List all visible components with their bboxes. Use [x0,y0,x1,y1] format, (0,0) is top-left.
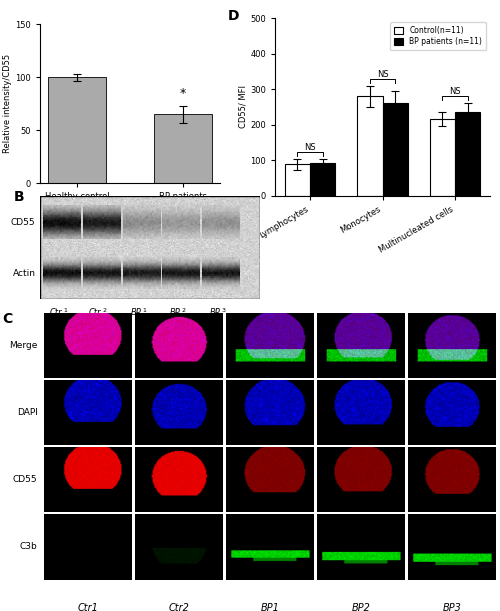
Bar [357,97,382,196]
Text: NS: NS [376,70,388,79]
Text: BP2: BP2 [352,604,370,611]
Text: Ctr: Ctr [50,308,62,316]
Y-axis label: CD55/ MFI: CD55/ MFI [238,86,248,128]
Text: C3b: C3b [20,543,38,551]
Text: *: * [180,87,186,100]
Text: NS: NS [449,87,460,95]
Bar [48,78,106,183]
Text: BP: BP [210,308,220,316]
Text: 1: 1 [142,308,146,313]
Text: 3: 3 [222,308,226,313]
Text: 1: 1 [63,308,67,313]
Text: Ctr1: Ctr1 [78,604,98,611]
Text: B: B [14,191,24,204]
Text: Actin: Actin [12,269,36,278]
Text: CD55: CD55 [13,475,38,484]
Text: D: D [228,9,239,23]
Text: Merge: Merge [9,341,38,349]
Bar [430,119,455,196]
Text: NS: NS [304,142,316,152]
Text: BP: BP [170,308,181,316]
Text: E: E [80,415,86,423]
Text: DAPI: DAPI [16,408,38,417]
Text: C: C [2,312,13,326]
Bar [382,103,408,196]
Bar [285,164,310,196]
Bar [154,114,212,183]
Text: BP1: BP1 [260,604,280,611]
Text: 2: 2 [182,308,186,313]
Legend: Control(n=11), BP patients (n=11): Control(n=11), BP patients (n=11) [390,22,486,50]
Text: D: D [85,401,91,410]
Text: CD55: CD55 [11,218,36,227]
Text: 2: 2 [102,308,106,313]
Y-axis label: Relative intensity/CD55: Relative intensity/CD55 [4,54,13,153]
Text: BP3: BP3 [442,604,462,611]
Text: BP: BP [130,308,141,316]
Bar [310,163,336,196]
Bar [455,112,480,196]
Text: Ctr: Ctr [89,308,102,316]
Text: Ctr2: Ctr2 [168,604,190,611]
